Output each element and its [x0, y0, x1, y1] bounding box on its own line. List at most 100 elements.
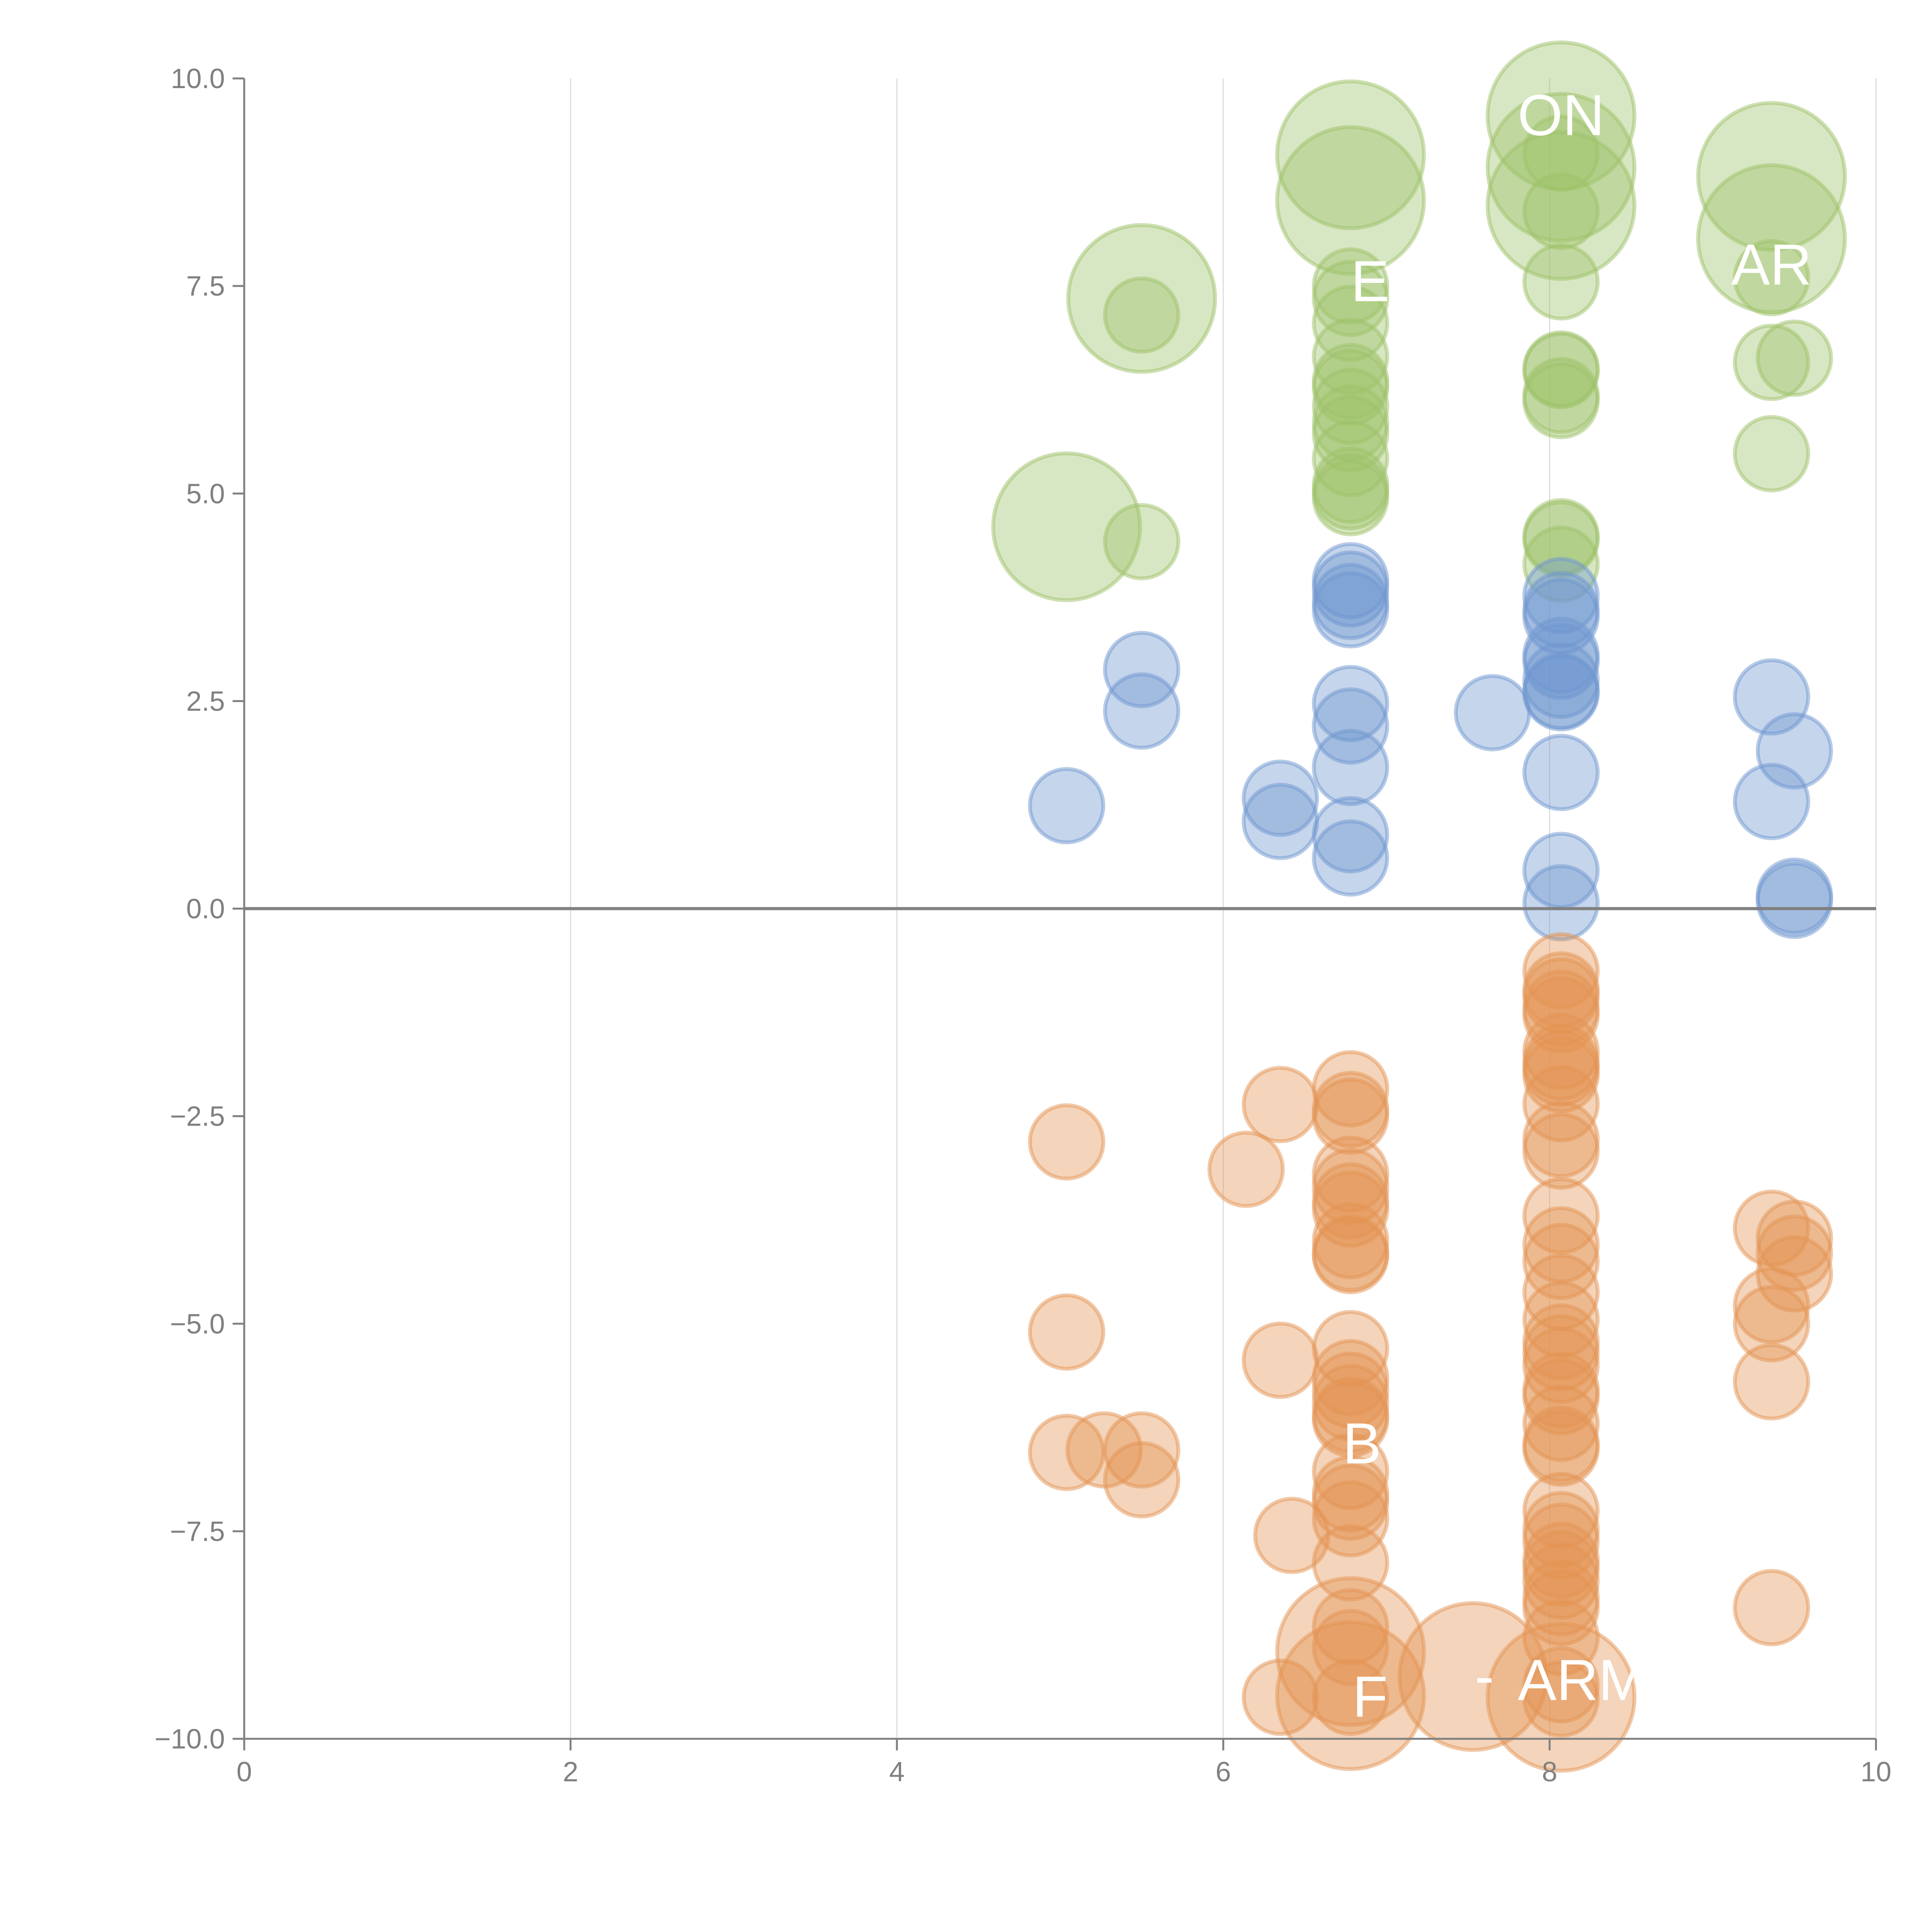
y-tick-label: −7.5: [170, 1516, 225, 1547]
orange-bubble: [1733, 1569, 1810, 1646]
green-bubble: [1275, 79, 1426, 230]
y-tick-label: −10.0: [155, 1724, 225, 1755]
orange-bubble: [1312, 1170, 1389, 1248]
orange-bubble: [1755, 1214, 1833, 1292]
y-tick-label: 2.5: [186, 686, 225, 717]
blue-bubble: [1312, 796, 1389, 874]
orange-bubble: [1312, 1588, 1389, 1665]
green-bubble: [1312, 459, 1389, 536]
green-bubble: [1522, 500, 1600, 578]
orange-bubble: [1755, 1235, 1833, 1313]
blue-bubble: [1242, 759, 1319, 837]
green-bubble: [1312, 420, 1389, 498]
bubble-label: ARM: [1518, 1648, 1646, 1713]
green-bubble: [1733, 415, 1810, 493]
blue-bubble: [1755, 712, 1833, 790]
blue-bubble: [1755, 862, 1833, 939]
green-bubble: [1485, 130, 1636, 281]
bubbles: [991, 40, 1847, 1773]
blue-bubble: [1522, 734, 1600, 811]
y-tick-label: 0.0: [186, 894, 225, 925]
orange-bubble: [1028, 1103, 1105, 1181]
green-bubble: [1066, 223, 1217, 374]
y-tick-label: −2.5: [170, 1101, 225, 1132]
orange-bubble: [1242, 1066, 1319, 1143]
green-bubble: [1696, 101, 1847, 252]
bubble-label: B: [1343, 1411, 1381, 1476]
green-bubble: [991, 451, 1142, 602]
blue-bubble: [1312, 729, 1389, 806]
y-tick-label: −5.0: [170, 1309, 225, 1340]
blue-bubble: [1028, 767, 1105, 845]
orange-bubble: [1207, 1131, 1285, 1208]
y-tick-label: 5.0: [186, 478, 225, 509]
blue-bubble: [1312, 665, 1389, 742]
blue-bubble: [1312, 687, 1389, 765]
orange-bubble: [1485, 1622, 1636, 1773]
blue-bubble: [1242, 782, 1319, 860]
x-tick-label: 0: [236, 1757, 252, 1787]
x-tick-label: 2: [563, 1757, 578, 1787]
blue-bubble: [1522, 654, 1600, 731]
blue-bubble: [1103, 672, 1180, 750]
green-bubble: [1522, 172, 1600, 250]
orange-bubble: [1522, 1036, 1600, 1114]
x-tick-label: 6: [1216, 1757, 1231, 1787]
bubble-label: AR: [1731, 232, 1812, 297]
green-bubble: [1733, 239, 1810, 316]
orange-bubble: [1733, 1267, 1810, 1344]
orange-bubble: [1312, 1050, 1389, 1128]
orange-bubble: [1312, 1463, 1389, 1541]
green-bubble: [1522, 362, 1600, 439]
orange-bubble: [1312, 1433, 1389, 1510]
x-tick-label: 10: [1861, 1757, 1891, 1787]
orange-bubble: [1522, 1410, 1600, 1487]
x-tick-label: 4: [889, 1757, 905, 1787]
green-bubble: [1103, 276, 1180, 354]
blue-bubble: [1454, 674, 1531, 752]
orange-bubble: [1242, 1658, 1319, 1736]
orange-bubble: [1103, 1411, 1180, 1489]
orange-bubble: [1522, 1542, 1600, 1620]
bubble-label: E: [1351, 248, 1389, 313]
orange-bubble: [1733, 1285, 1810, 1362]
annotations: ON AR E B F - ARM: [1343, 83, 1812, 1729]
orange-bubble: [1103, 1441, 1180, 1519]
green-bubble: [1312, 284, 1389, 362]
bubble-label: F: [1352, 1664, 1388, 1729]
blue-bubble: [1103, 631, 1180, 708]
orange-bubble: [1733, 1343, 1810, 1421]
green-bubble: [1755, 320, 1833, 397]
green-bubble: [1522, 243, 1600, 321]
green-bubble: [1312, 260, 1389, 337]
bubble-label: ON: [1517, 83, 1604, 148]
x-tick-label: 8: [1542, 1757, 1557, 1787]
orange-bubble: [1522, 1384, 1600, 1462]
green-bubble: [1522, 332, 1600, 410]
orange-bubble: [1312, 1480, 1389, 1558]
axes: 0 2 4 6 8 10 10.0 7.5 5.0 2.5 0.0 −2.5 −5.0 −7.5 −10.0: [155, 63, 1891, 1787]
green-bubble: [1733, 323, 1810, 401]
orange-bubble: [1522, 1281, 1600, 1359]
blue-bubble: [1522, 622, 1600, 700]
orange-bubble: [1522, 1223, 1600, 1300]
orange-bubble: [1242, 1321, 1319, 1399]
orange-bubble: [1522, 1502, 1600, 1580]
orange-bubble: [1522, 1112, 1600, 1190]
bubble-label: -: [1475, 1643, 1494, 1708]
orange-bubble: [1522, 1660, 1600, 1738]
orange-bubble: [1522, 1327, 1600, 1404]
y-tick-label: 10.0: [171, 63, 225, 94]
blue-bubble: [1312, 819, 1389, 897]
blue-bubble: [1522, 864, 1600, 942]
y-tick-label: 7.5: [186, 271, 225, 302]
blue-bubble: [1312, 571, 1389, 649]
orange-bubble: [1397, 1601, 1548, 1752]
orange-bubble: [1275, 1620, 1426, 1771]
green-bubble: [1275, 125, 1426, 276]
orange-bubble: [1312, 1310, 1389, 1388]
green-bubble: [1103, 503, 1180, 580]
orange-bubble: [1028, 1293, 1105, 1371]
blue-bubble: [1733, 763, 1810, 840]
